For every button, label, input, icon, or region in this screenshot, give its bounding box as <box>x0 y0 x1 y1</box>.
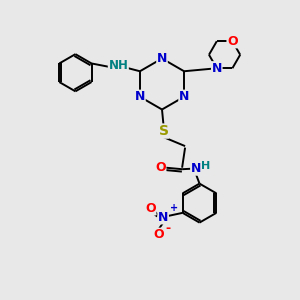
Text: NH: NH <box>108 59 128 72</box>
Text: O: O <box>227 35 238 48</box>
Text: -: - <box>166 222 171 235</box>
Text: N: N <box>158 211 168 224</box>
Text: H: H <box>202 161 211 171</box>
Text: S: S <box>158 124 169 138</box>
Text: N: N <box>179 90 189 103</box>
Text: N: N <box>191 162 201 175</box>
Text: N: N <box>157 52 167 65</box>
Text: O: O <box>145 202 156 215</box>
Text: N: N <box>135 90 145 103</box>
Text: O: O <box>153 228 164 241</box>
Text: O: O <box>155 161 166 174</box>
Text: N: N <box>212 62 222 75</box>
Text: +: + <box>170 203 178 213</box>
